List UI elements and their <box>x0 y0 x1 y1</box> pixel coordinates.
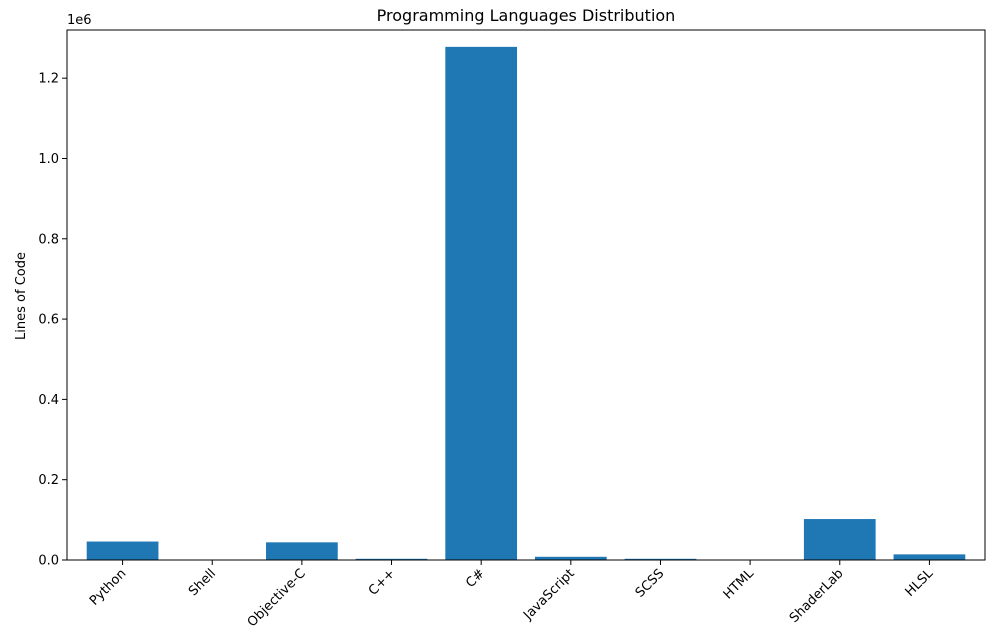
y-tick-label: 0.4 <box>38 393 59 408</box>
y-tick-label: 0.8 <box>38 232 59 247</box>
plot-frame <box>67 30 985 560</box>
bars-layer <box>87 47 966 560</box>
x-tick-label: Shell <box>186 566 219 599</box>
x-tick-label: HTML <box>721 566 758 603</box>
x-tick-label: C++ <box>366 566 398 598</box>
x-tick-label: SCSS <box>633 566 668 601</box>
bar-shaderlab <box>804 519 876 560</box>
bar-objective-c <box>266 542 338 560</box>
x-tick-label: Python <box>87 566 129 608</box>
x-tick-label: ShaderLab <box>787 566 847 626</box>
bar-python <box>87 542 159 560</box>
chart-title: Programming Languages Distribution <box>377 6 676 25</box>
y-tick-label: 0.2 <box>38 473 59 488</box>
y-axis-offset-label: 1e6 <box>67 13 92 28</box>
y-tick-label: 0.0 <box>38 554 59 569</box>
y-tick-label: 1.0 <box>38 152 59 167</box>
x-ticks-layer: Python Shell Objective-C C++ C# JavaScript SCS… <box>87 560 937 630</box>
x-tick-label: Objective-C <box>245 566 309 630</box>
y-axis-label: Lines of Code <box>14 252 29 340</box>
bar-hlsl <box>894 554 966 560</box>
bar-c- <box>445 47 517 560</box>
y-tick-label: 0.6 <box>38 313 59 328</box>
y-tick-label: 1.2 <box>38 72 59 87</box>
x-tick-label: HLSL <box>903 566 937 600</box>
x-tick-label: C# <box>463 566 488 591</box>
y-ticks-layer: 0.0 0.2 0.4 0.6 0.8 1.0 1.2 <box>38 72 67 569</box>
x-tick-label: JavaScript <box>520 566 577 623</box>
